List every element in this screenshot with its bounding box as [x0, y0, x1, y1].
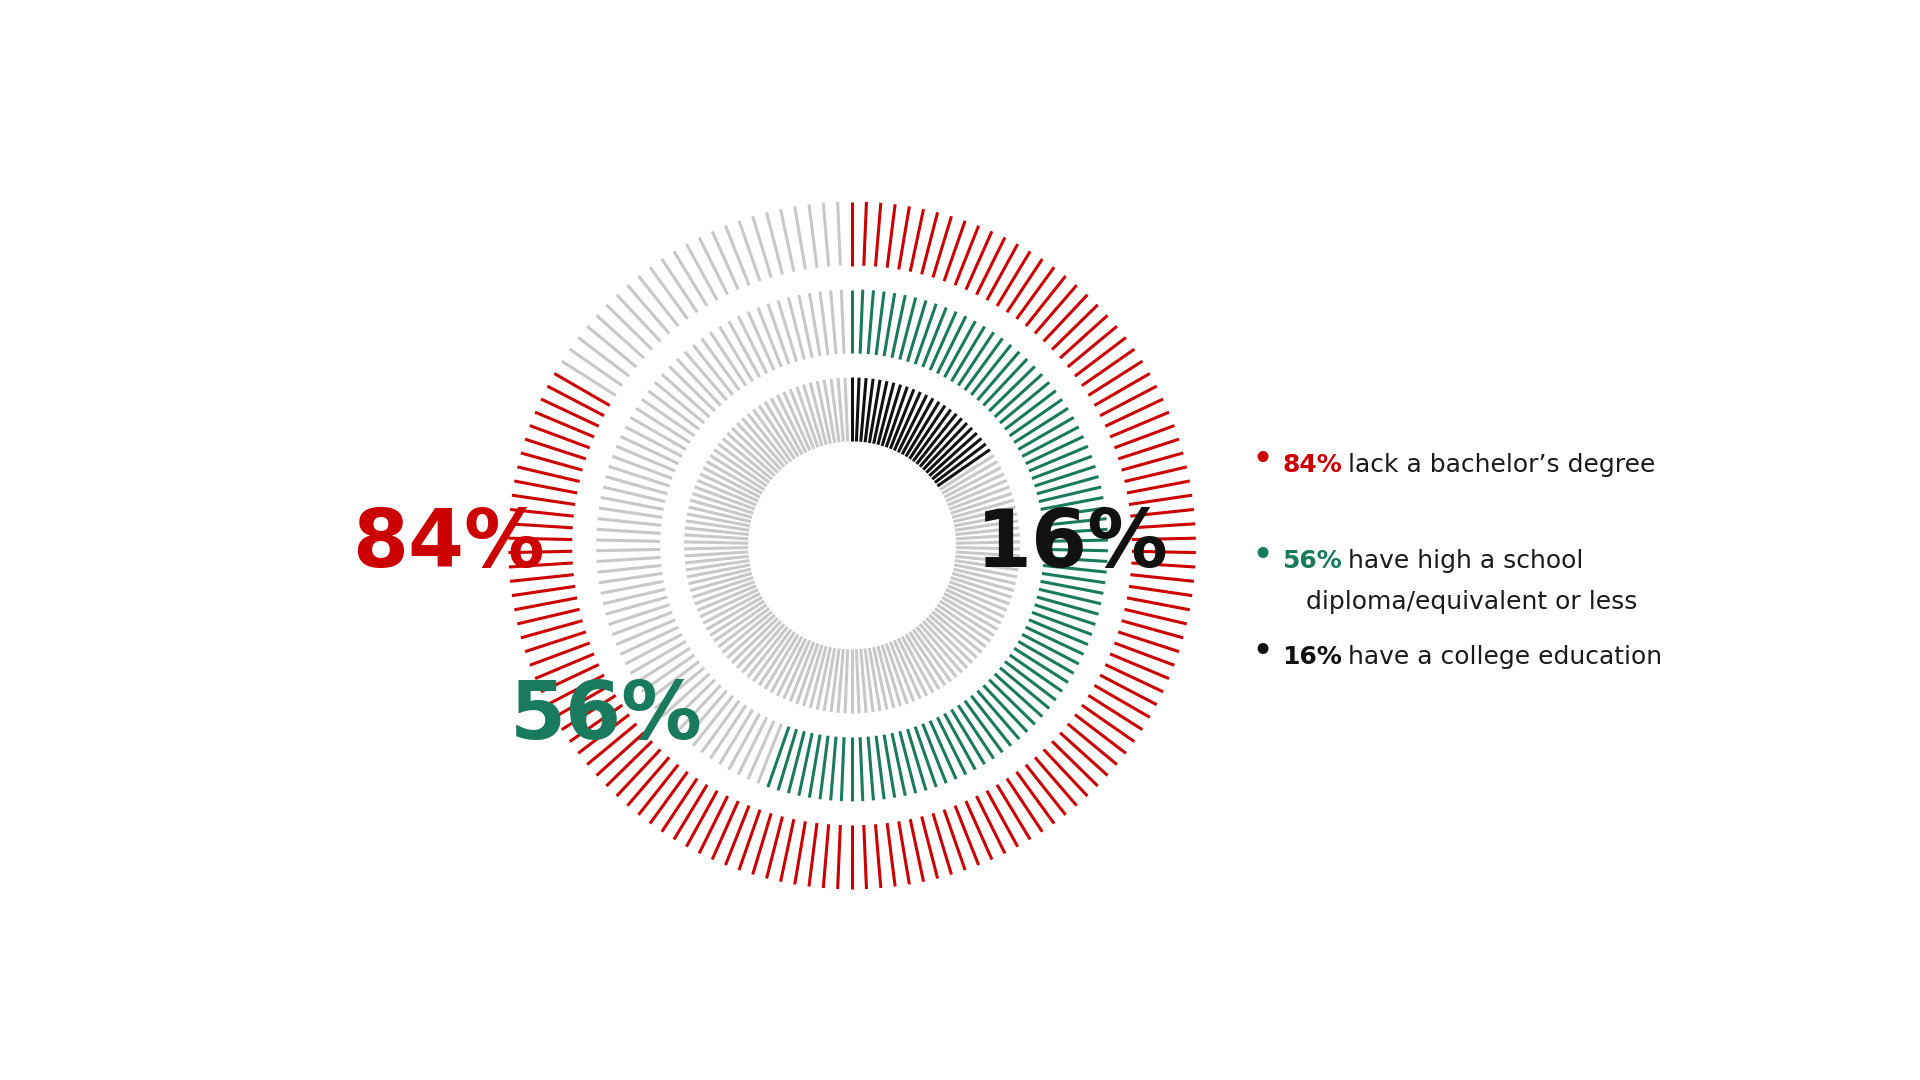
- Text: 84%: 84%: [1283, 454, 1342, 477]
- Text: 16%: 16%: [1283, 646, 1342, 670]
- Text: diploma/equivalent or less: diploma/equivalent or less: [1283, 590, 1638, 615]
- Text: lack a bachelor’s degree: lack a bachelor’s degree: [1340, 454, 1655, 477]
- Text: 56%: 56%: [1283, 550, 1342, 573]
- Text: 56%: 56%: [511, 678, 703, 756]
- Text: •: •: [1252, 539, 1275, 576]
- Text: •: •: [1252, 444, 1275, 480]
- Text: 16%: 16%: [975, 507, 1169, 584]
- Text: have high a school: have high a school: [1340, 550, 1584, 573]
- Text: have a college education: have a college education: [1340, 646, 1663, 670]
- Text: •: •: [1252, 635, 1275, 672]
- Text: 84%: 84%: [351, 507, 545, 584]
